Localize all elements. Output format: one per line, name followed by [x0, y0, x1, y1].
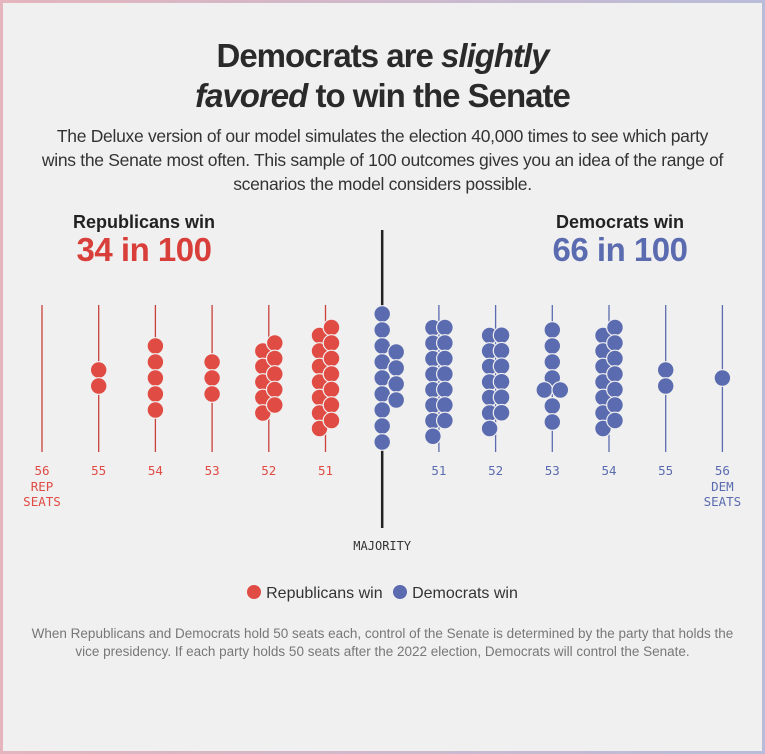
dem-outcome-dot	[436, 349, 454, 368]
rep-outcome-dot	[322, 365, 341, 383]
tick-label: 55	[91, 463, 106, 478]
dem-outcome-dot	[387, 391, 406, 409]
dem-outcome-dot	[492, 372, 511, 391]
dem-outcome-dot	[543, 353, 562, 371]
dem-outcome-dot	[606, 396, 624, 414]
dem-outcome-dot	[436, 396, 454, 414]
rep-outcome-dot	[265, 334, 284, 352]
tick-label: 55	[658, 463, 673, 478]
dem-outcome-dot	[387, 375, 406, 393]
rep-header-label: Republicans win	[72, 212, 216, 232]
rep-outcome-dot	[203, 353, 222, 371]
dem-outcome-dot	[606, 411, 624, 430]
dem-outcome-dot	[436, 365, 454, 383]
tick-label: 53	[205, 463, 220, 478]
legend-rep-dot	[247, 585, 262, 599]
legend-item-rep: Republicans win	[247, 585, 383, 602]
rep-outcome-dot	[203, 385, 222, 403]
rep-outcome-dot	[146, 385, 165, 403]
rep-outcome-dot	[322, 349, 341, 368]
dem-outcome-dot	[543, 321, 562, 339]
rep-header-value: 34 in 100	[76, 231, 212, 268]
dem-outcome-dot	[543, 397, 562, 415]
legend-dem-label: Democrats win	[412, 585, 518, 602]
rep-outcome-dot	[322, 396, 341, 414]
rep-outcome-dot	[146, 369, 165, 387]
dem-outcome-dot	[436, 411, 454, 430]
dem-outcome-dot	[492, 388, 511, 407]
dem-outcome-dot	[606, 380, 624, 399]
rep-header: Republicans win 34 in 100	[44, 212, 244, 269]
rep-outcome-dot	[146, 337, 165, 355]
dem-outcome-dot	[543, 413, 562, 431]
dem-outcome-dot	[436, 334, 454, 352]
dem-header: Democrats win 66 in 100	[520, 212, 720, 269]
rep-outcome-dot	[322, 334, 341, 352]
dem-header-value: 66 in 100	[552, 231, 688, 268]
chart-title-line2: favored to win the Senate	[195, 77, 571, 114]
rep-outcome-dot	[146, 401, 165, 419]
tick-label: 56	[715, 463, 730, 478]
dem-outcome-dot	[373, 401, 392, 419]
rep-outcome-dot	[265, 380, 284, 399]
axis-end-label: REP	[31, 479, 54, 494]
tick-label: 52	[488, 463, 503, 478]
chart-title-line1: Democrats are slightly	[216, 37, 550, 74]
rep-outcome-dot	[203, 369, 222, 387]
footnote: When Republicans and Democrats hold 50 s…	[31, 626, 734, 659]
dem-outcome-dot	[606, 349, 624, 368]
dem-outcome-dot	[713, 369, 732, 387]
dem-outcome-dot	[480, 419, 499, 438]
majority-label: MAJORITY	[353, 539, 412, 553]
dem-outcome-dot	[543, 337, 562, 355]
legend-dem-dot	[393, 585, 408, 599]
tick-label: 51	[431, 463, 446, 478]
dem-outcome-dot	[656, 361, 675, 379]
dem-outcome-dot	[387, 343, 406, 361]
dem-header-label: Democrats win	[555, 212, 685, 232]
dem-outcome-dot	[606, 334, 624, 352]
chart-subtitle: The Deluxe version of our model simulate…	[41, 126, 724, 194]
tick-label: 56	[34, 463, 49, 478]
dem-outcome-dot	[373, 321, 392, 339]
dem-outcome-dot	[551, 381, 570, 399]
tick-label: 53	[545, 463, 560, 478]
rep-outcome-dot	[146, 353, 165, 371]
dem-outcome-dot	[424, 427, 442, 446]
axis-end-label: SEATS	[704, 494, 742, 509]
dem-outcome-dot	[436, 380, 454, 399]
axis-end-label: SEATS	[23, 494, 61, 509]
dem-outcome-dot	[436, 318, 454, 337]
rep-outcome-dot	[89, 377, 108, 395]
rep-outcome-dot	[265, 396, 284, 414]
rep-outcome-dot	[322, 411, 341, 430]
legend-rep-label: Republicans win	[266, 585, 383, 602]
dem-outcome-dot	[492, 403, 511, 422]
rep-outcome-dot	[265, 349, 284, 368]
dem-outcome-dot	[492, 341, 511, 360]
dem-outcome-dot	[492, 326, 511, 345]
dem-outcome-dot	[535, 381, 554, 399]
rep-outcome-dot	[322, 318, 341, 337]
tick-label: 52	[261, 463, 276, 478]
rep-outcome-dot	[89, 361, 108, 379]
dem-outcome-dot	[656, 377, 675, 395]
tick-label: 54	[601, 463, 616, 478]
dem-outcome-dot	[373, 417, 392, 435]
dem-outcome-dot	[373, 305, 392, 323]
axis-end-label: DEM	[711, 479, 734, 494]
rep-outcome-dot	[322, 380, 341, 399]
legend-item-dem: Democrats win	[393, 585, 518, 602]
rep-outcome-dot	[265, 365, 284, 383]
dem-outcome-dot	[606, 365, 624, 383]
legend: Republicans win Democrats win	[0, 585, 765, 603]
tick-label: 51	[318, 463, 333, 478]
dem-outcome-dot	[387, 359, 406, 377]
tick-label: 54	[148, 463, 163, 478]
dem-outcome-dot	[492, 357, 511, 376]
dem-outcome-dot	[606, 318, 624, 337]
dem-outcome-dot	[373, 433, 392, 451]
